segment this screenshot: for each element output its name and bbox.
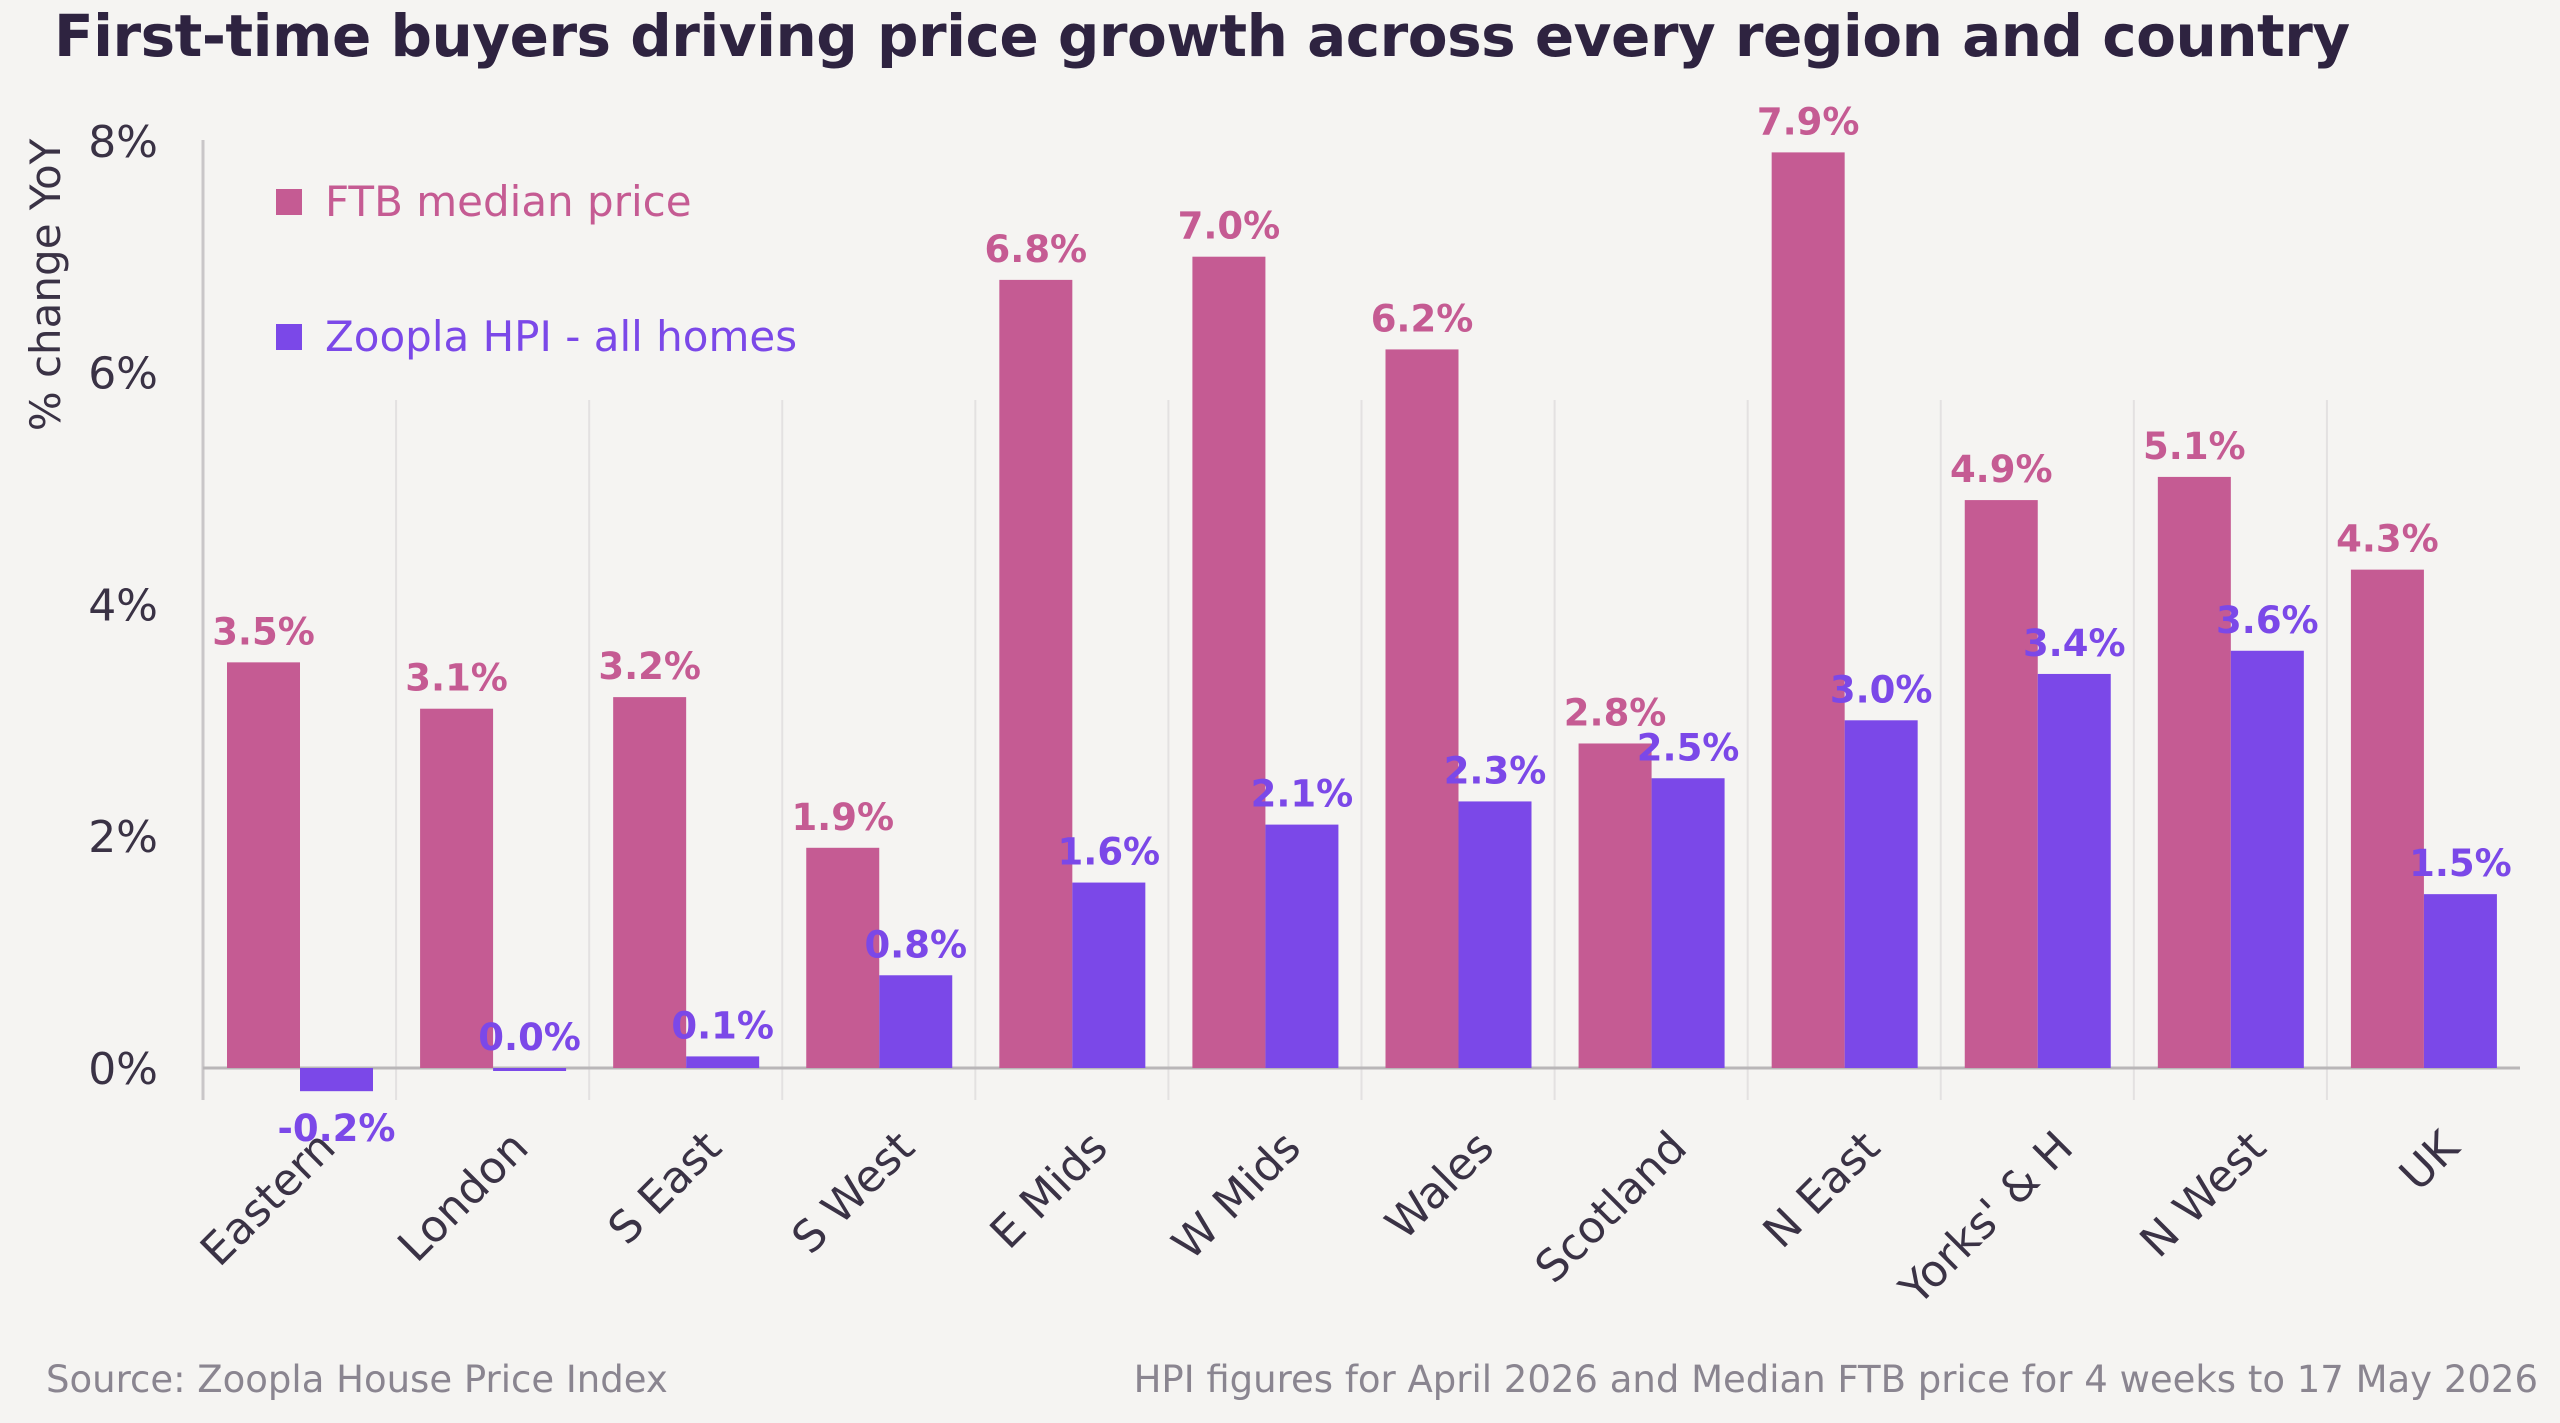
bar-hpi <box>879 975 953 1068</box>
bar-ftb <box>613 697 687 1068</box>
data-label: 0.8% <box>864 923 967 966</box>
x-tick-label: E Mids <box>981 1122 1118 1259</box>
data-label: 3.2% <box>598 645 701 688</box>
x-tick-label: London <box>388 1122 538 1272</box>
y-tick-labels: 0% 2% 4% 6% 8% <box>88 117 158 1095</box>
bar-hpi <box>493 1068 567 1071</box>
data-label: 2.1% <box>1251 773 1354 816</box>
data-label: 2.8% <box>1564 691 1667 734</box>
bar-hpi <box>1458 801 1532 1068</box>
data-label: 5.1% <box>2143 425 2246 468</box>
data-label: 3.5% <box>212 610 315 653</box>
bar-ftb <box>2350 569 2424 1068</box>
bar-hpi <box>686 1056 760 1068</box>
bar-hpi <box>1265 824 1339 1068</box>
data-label: 6.8% <box>985 228 1088 271</box>
x-tick-label: Eastern <box>191 1122 345 1276</box>
data-label: 7.0% <box>1178 205 1281 248</box>
data-label: 0.0% <box>478 1016 581 1059</box>
data-label: 2.3% <box>1444 749 1547 792</box>
legend-label-hpi: Zoopla HPI - all homes <box>325 312 797 361</box>
data-label: 3.0% <box>1830 668 1933 711</box>
bar-hpi <box>300 1068 373 1092</box>
data-label: 4.9% <box>1950 448 2053 491</box>
data-labels: 3.5% 3.1% 3.2% 1.9% 6.8% 7.0% 6.2% 2.8% 7.9% 4.9%… <box>212 100 2512 1150</box>
x-tick-label: S East <box>599 1122 732 1255</box>
bar-ftb <box>227 662 300 1068</box>
y-tick-label: 0% <box>88 1044 158 1095</box>
x-tick-label: UK <box>2390 1121 2470 1201</box>
bar-ftb <box>1385 349 1459 1068</box>
data-label: 0.1% <box>671 1004 774 1047</box>
bar-hpi <box>2037 673 2111 1068</box>
y-tick-label: 6% <box>88 349 158 400</box>
axes: % change YoY <box>21 138 2520 1100</box>
bar-hpi <box>2423 894 2497 1068</box>
x-tick-label: S West <box>782 1122 924 1264</box>
bar-ftb <box>1771 152 1845 1068</box>
bar-hpi <box>2230 650 2304 1068</box>
data-label: 1.6% <box>1058 831 1161 874</box>
data-label: 7.9% <box>1757 100 1860 143</box>
bar-ftb <box>999 279 1073 1068</box>
legend-swatch-ftb <box>276 189 302 215</box>
source-note: Source: Zoopla House Price Index <box>46 1358 668 1401</box>
legend-label-ftb: FTB median price <box>325 177 692 226</box>
data-label: -0.2% <box>278 1107 396 1150</box>
data-label: 4.3% <box>2336 518 2439 561</box>
x-tick-labels: Eastern London S East S West E Mids W Mids Wal… <box>191 1121 2470 1315</box>
data-label: 3.4% <box>2023 622 2126 665</box>
legend: FTB median price Zoopla HPI - all homes <box>276 177 797 361</box>
bar-hpi <box>1651 778 1725 1068</box>
data-label: 3.6% <box>2216 599 2319 642</box>
data-label: 1.5% <box>2409 842 2512 885</box>
data-label: 3.1% <box>405 657 508 700</box>
bars <box>227 152 2497 1092</box>
x-tick-label: Yorks' & H <box>1889 1122 2083 1316</box>
date-note: HPI figures for April 2026 and Median FT… <box>1133 1358 2538 1401</box>
y-tick-label: 4% <box>88 580 158 631</box>
bar-ftb <box>1964 500 2038 1069</box>
bar-ftb <box>806 847 880 1068</box>
data-label: 6.2% <box>1371 297 1474 340</box>
bar-hpi <box>1072 882 1146 1068</box>
bar-ftb <box>420 708 494 1068</box>
x-tick-label: W Mids <box>1163 1122 1311 1270</box>
x-tick-label: Scotland <box>1526 1122 1697 1293</box>
legend-swatch-hpi <box>276 324 302 350</box>
bar-ftb <box>1192 256 1266 1068</box>
bar-hpi <box>1844 720 1918 1068</box>
bar-ftb <box>2157 476 2231 1068</box>
data-label: 2.5% <box>1637 726 1740 769</box>
y-axis-label: % change YoY <box>21 138 70 431</box>
data-label: 1.9% <box>791 796 894 839</box>
gridlines <box>395 400 2328 1100</box>
x-tick-label: N West <box>2130 1122 2276 1268</box>
y-tick-label: 8% <box>88 117 158 168</box>
chart-title: First-time buyers driving price growth a… <box>54 2 2350 70</box>
x-tick-label: Wales <box>1376 1122 1504 1250</box>
y-tick-label: 2% <box>88 812 158 863</box>
x-tick-label: N East <box>1754 1122 1890 1258</box>
bar-ftb <box>1578 743 1652 1068</box>
